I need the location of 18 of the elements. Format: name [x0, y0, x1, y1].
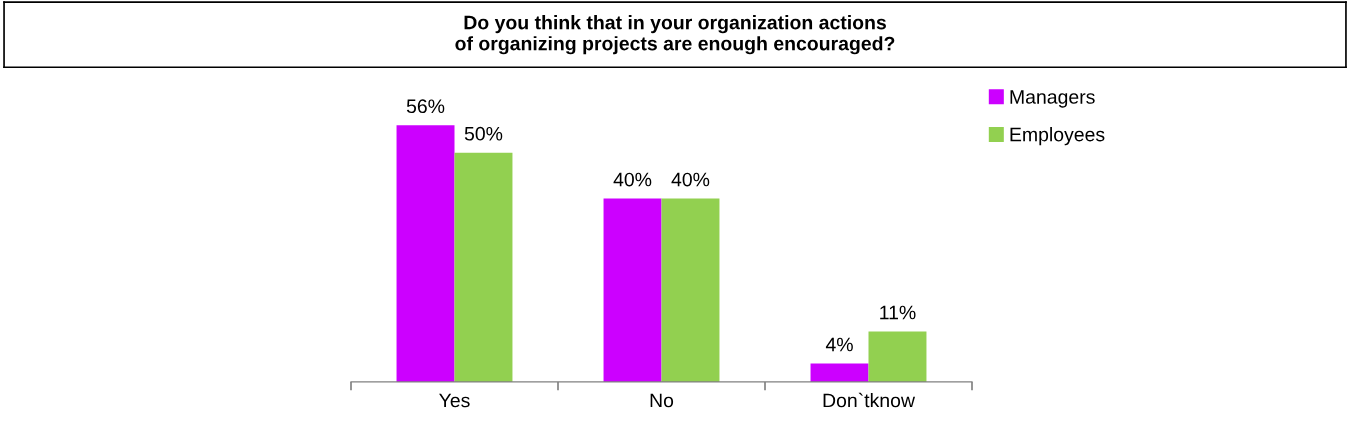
x-tick-label: Yes: [439, 393, 470, 408]
data-label: 11%: [880, 305, 916, 320]
legend-label: Employees: [1010, 127, 1105, 146]
data-label: 56%: [406, 99, 445, 114]
x-tick-label: Don`tknow: [823, 392, 916, 408]
data-label: 50%: [464, 126, 503, 141]
bar: [661, 198, 720, 382]
bar: [810, 363, 869, 382]
legend-label: Managers: [1010, 90, 1095, 108]
data-label: 40%: [613, 172, 652, 187]
bar: [454, 152, 513, 382]
chart-title: Do you think that in your organization actions of organizing projects are enough encouraged?: [455, 15, 895, 55]
data-label: 4%: [825, 337, 853, 352]
bar: [868, 331, 927, 382]
bar: [603, 198, 662, 382]
data-label: 40%: [671, 172, 710, 187]
x-tick-label: No: [650, 393, 674, 408]
bar: [396, 125, 455, 382]
